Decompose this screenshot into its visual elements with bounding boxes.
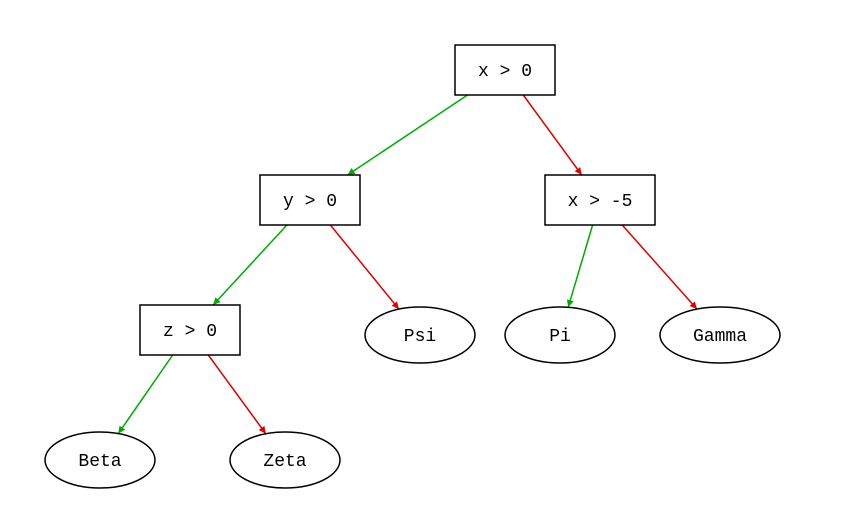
- arrowhead-z-zeta: [259, 426, 266, 434]
- node-pi-label: Pi: [549, 327, 571, 347]
- decision-tree-diagram: x > 0 y > 0 x > -5 z > 0 Psi Pi Gamma Beta Zeta: [0, 0, 848, 516]
- node-pi: Pi: [505, 307, 615, 363]
- edge-y-psi: [330, 225, 399, 309]
- edge-xneg5-pi: [568, 225, 592, 307]
- arrowhead-root-y: [348, 168, 356, 175]
- edge-y-z: [213, 225, 287, 305]
- node-zeta-label: Zeta: [263, 452, 306, 472]
- node-beta: Beta: [45, 432, 155, 488]
- node-z: z > 0: [140, 305, 240, 355]
- node-xneg5: x > -5: [545, 175, 655, 225]
- edges-layer: [118, 95, 697, 434]
- node-z-label: z > 0: [163, 322, 217, 342]
- node-root-label: x > 0: [478, 62, 532, 82]
- node-root: x > 0: [455, 45, 555, 95]
- arrowhead-root-xneg5: [575, 167, 582, 175]
- node-gamma: Gamma: [660, 307, 780, 363]
- edge-z-beta: [118, 355, 172, 434]
- edge-z-zeta: [208, 355, 266, 434]
- node-beta-label: Beta: [78, 452, 121, 472]
- nodes-layer: x > 0 y > 0 x > -5 z > 0 Psi Pi Gamma Beta Zeta: [45, 45, 780, 488]
- arrowhead-z-beta: [118, 426, 125, 434]
- node-zeta: Zeta: [230, 432, 340, 488]
- node-psi-label: Psi: [404, 327, 436, 347]
- node-y: y > 0: [260, 175, 360, 225]
- node-gamma-label: Gamma: [693, 327, 747, 347]
- node-y-label: y > 0: [283, 192, 337, 212]
- node-xneg5-label: x > -5: [568, 192, 633, 212]
- edge-xneg5-gamma: [622, 225, 697, 309]
- node-psi: Psi: [365, 307, 475, 363]
- edge-root-xneg5: [523, 95, 581, 175]
- edge-root-y: [348, 95, 468, 175]
